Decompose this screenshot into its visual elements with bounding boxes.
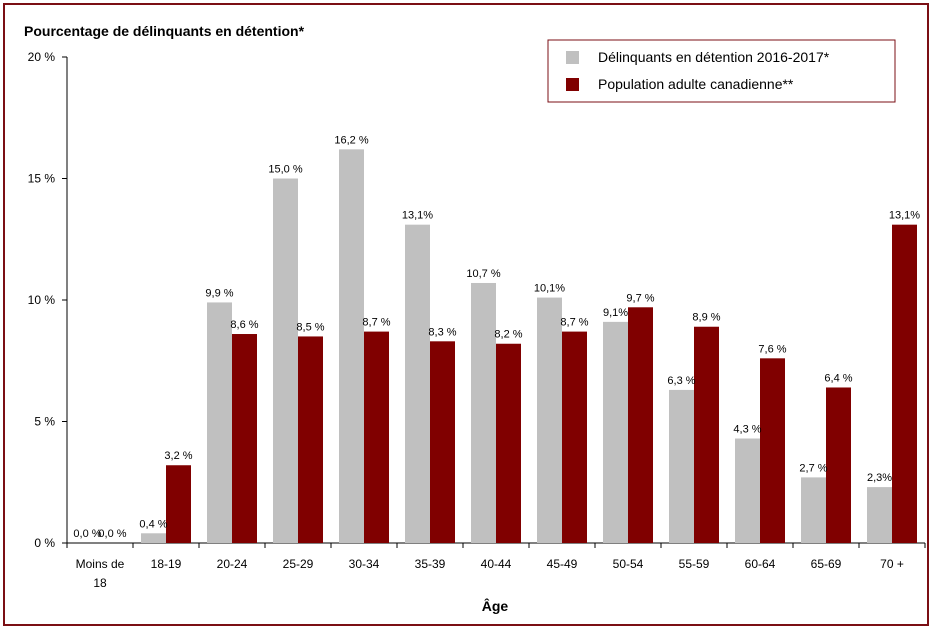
- x-tick-label: 25-29: [283, 557, 314, 571]
- bar-population: [760, 358, 785, 543]
- data-label: 0,0 %: [98, 528, 126, 540]
- y-tick-label: 10 %: [28, 293, 56, 307]
- x-tick-label: 40-44: [481, 557, 512, 571]
- legend: Délinquants en détention 2016-2017* Popu…: [547, 39, 896, 103]
- data-label: 3,2 %: [164, 450, 192, 462]
- data-label: 10,7 %: [466, 268, 500, 280]
- data-label: 2,3%: [867, 472, 892, 484]
- bar-population: [430, 341, 455, 543]
- data-label: 6,3 %: [667, 375, 695, 387]
- data-label: 16,2 %: [334, 134, 368, 146]
- bar-population: [166, 465, 191, 543]
- bar-offenders: [141, 533, 166, 543]
- bar-offenders: [735, 438, 760, 543]
- x-tick-labels: Moins de 18 18-19 20-24 25-29 30-34 35-39 40-44…: [76, 557, 904, 590]
- bar-population: [562, 331, 587, 543]
- legend-box: [547, 39, 896, 103]
- legend-label-population: Population adulte canadienne**: [598, 76, 794, 92]
- bar-offenders: [801, 477, 826, 543]
- x-tick-label: 65-69: [811, 557, 842, 571]
- bar-offenders: [339, 149, 364, 543]
- bar-offenders: [471, 282, 496, 543]
- x-axis-label: Âge: [482, 597, 509, 614]
- bar-offenders: [603, 321, 628, 543]
- bar-offenders: [867, 487, 892, 543]
- bar-population: [826, 387, 851, 543]
- data-label: 7,6 %: [758, 343, 786, 355]
- x-tick-label: 55-59: [679, 557, 710, 571]
- data-label: 2,7 %: [799, 462, 827, 474]
- data-label: 13,1%: [889, 210, 920, 222]
- x-tick-label: 20-24: [217, 557, 248, 571]
- bar-population: [364, 331, 389, 543]
- bar-population: [298, 336, 323, 543]
- data-label: 9,9 %: [205, 287, 233, 299]
- x-tick-label: Moins de: [76, 557, 125, 571]
- data-label: 8,5 %: [296, 321, 324, 333]
- y-tick-label: 5 %: [34, 415, 55, 429]
- x-tick-label: 30-34: [349, 557, 380, 571]
- legend-label-offenders: Délinquants en détention 2016-2017*: [598, 49, 830, 65]
- x-tick-label: 50-54: [613, 557, 644, 571]
- bar-population: [694, 326, 719, 543]
- x-tick-label: 18: [93, 576, 107, 590]
- data-label: 8,7 %: [362, 317, 390, 329]
- data-label: 4,3 %: [733, 424, 761, 436]
- x-tick-label: 35-39: [415, 557, 446, 571]
- bar-offenders: [207, 302, 232, 543]
- data-label: 8,3 %: [428, 326, 456, 338]
- chart-title: Pourcentage de délinquants en détention*: [24, 23, 305, 39]
- y-tick-label: 15 %: [28, 172, 56, 186]
- data-label: 8,6 %: [230, 319, 258, 331]
- bar-population: [628, 307, 653, 543]
- x-tick-label: 45-49: [547, 557, 578, 571]
- data-label: 6,4 %: [824, 372, 852, 384]
- value-labels: 0,0 %0,0 % 0,4 % 3,2 % 9,9 % 8,6 % 15,0 % 8,5 …: [73, 134, 920, 540]
- bar-offenders: [537, 297, 562, 543]
- y-tick-label: 20 %: [28, 50, 56, 64]
- data-label: 8,2 %: [494, 329, 522, 341]
- bar-population: [496, 343, 521, 543]
- data-label: 0,4 %: [139, 518, 167, 530]
- bar-offenders: [273, 178, 298, 543]
- data-label: 9,7 %: [626, 292, 654, 304]
- legend-swatch-offenders: [566, 51, 579, 64]
- x-tick-label: 60-64: [745, 557, 776, 571]
- data-label: 0,0 %: [73, 528, 101, 540]
- x-tick-label: 18-19: [151, 557, 182, 571]
- data-label: 15,0 %: [268, 164, 302, 176]
- x-tick-label: 70 +: [880, 557, 904, 571]
- data-label: 8,7 %: [560, 317, 588, 329]
- y-tick-label: 0 %: [34, 536, 55, 550]
- data-label: 8,9 %: [692, 312, 720, 324]
- bar-population: [892, 224, 917, 544]
- bars: [141, 149, 917, 544]
- bar-offenders: [669, 389, 694, 543]
- bar-offenders: [405, 224, 430, 544]
- legend-swatch-population: [566, 78, 579, 91]
- bar-population: [232, 334, 257, 543]
- data-label: 10,1%: [534, 283, 565, 295]
- data-label: 13,1%: [402, 210, 433, 222]
- data-label: 9,1%: [603, 307, 628, 319]
